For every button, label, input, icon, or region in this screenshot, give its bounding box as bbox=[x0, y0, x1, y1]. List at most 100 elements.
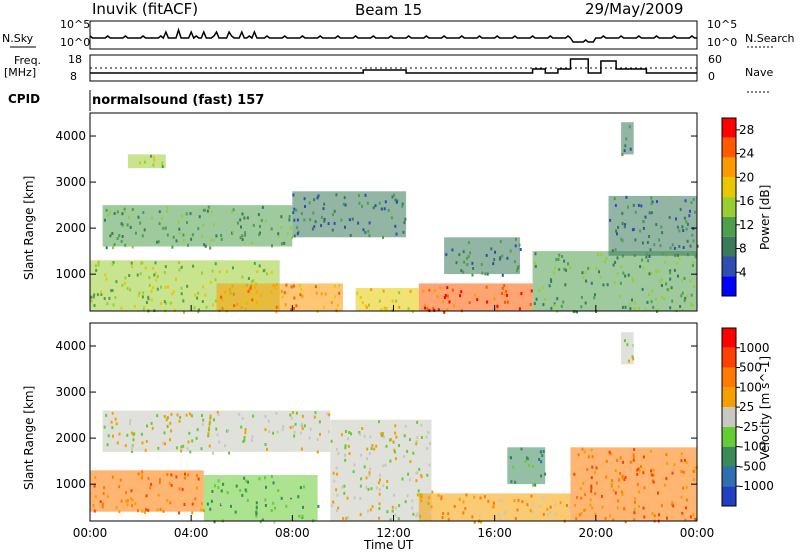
power-panel-cell bbox=[554, 266, 557, 270]
power-panel-cell bbox=[364, 304, 367, 308]
power-panel-cell bbox=[239, 236, 242, 240]
power-panel-cell bbox=[504, 300, 506, 304]
velocity-panel-cell bbox=[344, 444, 347, 448]
velocity-panel-cell bbox=[189, 412, 191, 416]
power-panel-cell bbox=[241, 212, 244, 216]
velocity-panel-cell bbox=[275, 411, 278, 415]
power-panel-cell bbox=[621, 222, 624, 226]
velocity-panel-cell bbox=[521, 500, 524, 504]
velocity-panel-cell bbox=[583, 450, 586, 454]
velocity-panel-cell bbox=[375, 486, 378, 490]
power-panel-cell bbox=[385, 307, 388, 311]
nsearch-tick-bottom: 10^0 bbox=[707, 36, 738, 49]
power-panel-cell bbox=[203, 243, 206, 247]
velocity-panel-cell bbox=[187, 440, 190, 444]
power-panel-cell bbox=[398, 305, 401, 309]
power-panel-cell bbox=[692, 198, 695, 201]
velocity-panel-cell bbox=[621, 476, 624, 480]
power-panel-cell bbox=[683, 299, 686, 303]
velocity-colorbar-segment bbox=[722, 426, 736, 447]
power-panel-cell bbox=[667, 288, 670, 292]
velocity-panel-cell bbox=[366, 447, 369, 451]
power-panel-cell bbox=[631, 279, 634, 283]
power-panel-cell bbox=[548, 284, 551, 288]
velocity-panel-cell bbox=[595, 466, 598, 470]
velocity-panel-cell bbox=[353, 463, 356, 467]
velocity-panel-cell bbox=[605, 475, 608, 479]
velocity-panel-cell bbox=[549, 505, 552, 509]
power-panel-cell bbox=[112, 246, 114, 250]
power-panel-cell bbox=[499, 240, 502, 244]
velocity-panel-cell bbox=[299, 486, 302, 489]
velocity-panel-cell bbox=[619, 456, 622, 460]
power-panel-cell bbox=[455, 261, 458, 265]
velocity-panel-cell bbox=[194, 497, 197, 501]
velocity-panel-cell bbox=[378, 420, 380, 424]
power-panel-cell bbox=[292, 211, 295, 215]
velocity-panel-cell bbox=[326, 412, 329, 416]
velocity-panel-cell bbox=[447, 512, 450, 516]
power-panel-cell bbox=[584, 270, 587, 274]
power-panel-cell bbox=[692, 239, 695, 243]
velocity-panel-cell bbox=[465, 493, 468, 497]
power-panel-cell bbox=[214, 262, 217, 266]
velocity-panel-cell bbox=[290, 494, 292, 498]
velocity-panel-cell bbox=[125, 491, 127, 495]
velocity-panel-cell bbox=[271, 475, 273, 479]
power-panel-cell bbox=[391, 299, 394, 303]
velocity-panel-cell bbox=[162, 441, 165, 445]
velocity-panel-cell bbox=[345, 516, 348, 520]
power-panel-cell bbox=[641, 241, 644, 245]
power-panel-cell bbox=[602, 283, 605, 287]
power-panel-cell bbox=[446, 286, 449, 290]
power-panel-cell bbox=[648, 293, 650, 297]
velocity-panel-cell bbox=[316, 450, 319, 454]
power-panel-cell bbox=[314, 285, 317, 289]
velocity-panel-cell bbox=[116, 441, 119, 445]
velocity-panel-cell bbox=[163, 415, 166, 418]
power-panel-cell bbox=[313, 225, 316, 229]
velocity-panel-cell bbox=[517, 498, 520, 502]
velocity-panel-cell bbox=[555, 512, 558, 516]
power-panel-cell bbox=[498, 257, 501, 261]
velocity-panel-cell bbox=[471, 515, 474, 519]
power-panel-cell bbox=[673, 246, 676, 250]
power-panel-cell bbox=[120, 222, 123, 226]
velocity-panel-cell bbox=[539, 450, 542, 454]
velocity-panel-cell bbox=[389, 459, 392, 463]
power-panel-cell bbox=[671, 299, 674, 303]
velocity-panel-cell bbox=[671, 471, 674, 475]
velocity-panel-cell bbox=[367, 509, 369, 513]
power-panel-cell bbox=[496, 308, 499, 311]
power-panel-cell bbox=[581, 271, 584, 275]
power-panel-cell bbox=[611, 249, 614, 253]
power-panel-cell bbox=[598, 270, 600, 274]
power-panel-cell bbox=[366, 201, 369, 205]
velocity-panel-cell bbox=[510, 480, 513, 484]
power-panel-cell bbox=[295, 208, 298, 212]
velocity-panel-cell bbox=[180, 445, 183, 449]
velocity-panel-cell bbox=[682, 486, 685, 490]
power-panel-region-2 bbox=[418, 283, 533, 311]
power-panel-cell bbox=[196, 296, 199, 300]
power-panel-cell bbox=[283, 241, 286, 245]
velocity-panel-cell bbox=[685, 506, 687, 510]
velocity-panel-cell bbox=[601, 505, 604, 509]
power-panel-cell bbox=[517, 265, 520, 269]
power-panel-cell bbox=[338, 291, 341, 295]
power-panel-cell bbox=[650, 196, 653, 200]
power-panel-cell bbox=[128, 274, 131, 277]
velocity-panel-cell bbox=[680, 452, 683, 456]
velocity-colorbar-tick-label-5: -100 bbox=[739, 440, 766, 454]
velocity-panel-cell bbox=[159, 478, 161, 481]
velocity-panel-cell bbox=[487, 499, 490, 503]
velocity-panel-cell bbox=[241, 493, 244, 497]
power-panel-cell bbox=[486, 300, 489, 304]
power-panel-cell bbox=[323, 217, 326, 221]
velocity-panel-cell bbox=[406, 449, 409, 453]
power-panel-cell bbox=[258, 264, 261, 268]
power-panel-cell bbox=[609, 218, 612, 222]
power-panel-cell bbox=[572, 310, 575, 314]
velocity-panel-cell bbox=[348, 431, 351, 434]
